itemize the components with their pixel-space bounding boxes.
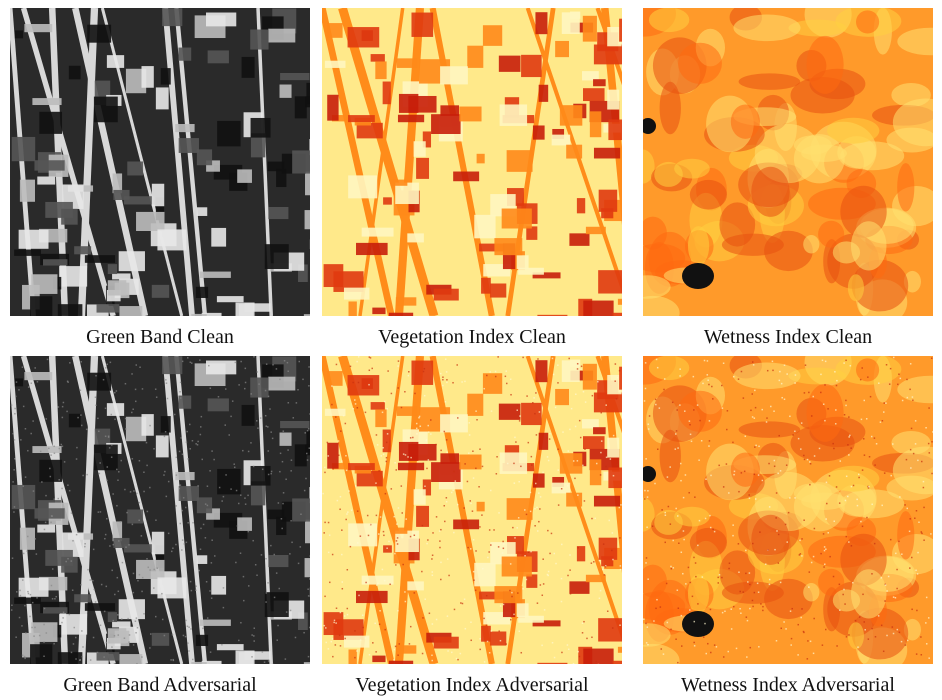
image-canvas: [10, 8, 310, 316]
image-canvas: [643, 356, 933, 664]
image: [643, 356, 933, 664]
caption: Vegetation Index Clean: [312, 326, 632, 349]
caption: Green Band Clean: [0, 326, 320, 349]
image-canvas: [643, 8, 933, 316]
image-canvas: [322, 8, 622, 316]
image: [643, 8, 933, 316]
image: [10, 8, 310, 316]
caption: Vegetation Index Adversarial: [312, 674, 632, 697]
image: [10, 356, 310, 664]
image: [322, 356, 622, 664]
image-canvas: [10, 356, 310, 664]
caption: Green Band Adversarial: [0, 674, 320, 697]
caption: Wetness Index Clean: [628, 326, 942, 349]
caption: Wetness Index Adversarial: [628, 674, 942, 697]
image: [322, 8, 622, 316]
figure: Green Band CleanVegetation Index CleanWe…: [0, 0, 942, 700]
image-canvas: [322, 356, 622, 664]
